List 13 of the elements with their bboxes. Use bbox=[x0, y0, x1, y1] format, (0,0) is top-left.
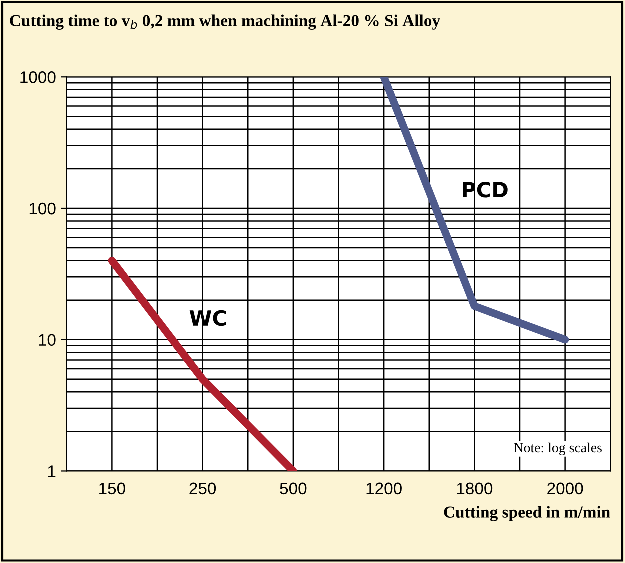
x-tick-label: 250 bbox=[190, 482, 216, 495]
x-tick-label: 150 bbox=[100, 482, 126, 495]
x-tick-label: 500 bbox=[280, 482, 307, 495]
x-axis-title: Cutting speed in m/min bbox=[444, 506, 610, 522]
x-tick-label: 2000 bbox=[548, 482, 584, 495]
annotation: Note: log scales bbox=[514, 442, 602, 456]
y-tick-label: 1000 bbox=[20, 72, 56, 84]
y-tick-label: 100 bbox=[30, 202, 56, 215]
y-tick-label: 10 bbox=[39, 334, 56, 346]
x-tick-label: 1800 bbox=[457, 482, 493, 495]
x-tick-label: 1200 bbox=[366, 482, 402, 495]
y-tick-label: 1 bbox=[48, 466, 56, 478]
chart-title: Cutting time to v$_{b}$ 0,2 mm when machining Al-20 % Si Alloy bbox=[10, 14, 440, 30]
